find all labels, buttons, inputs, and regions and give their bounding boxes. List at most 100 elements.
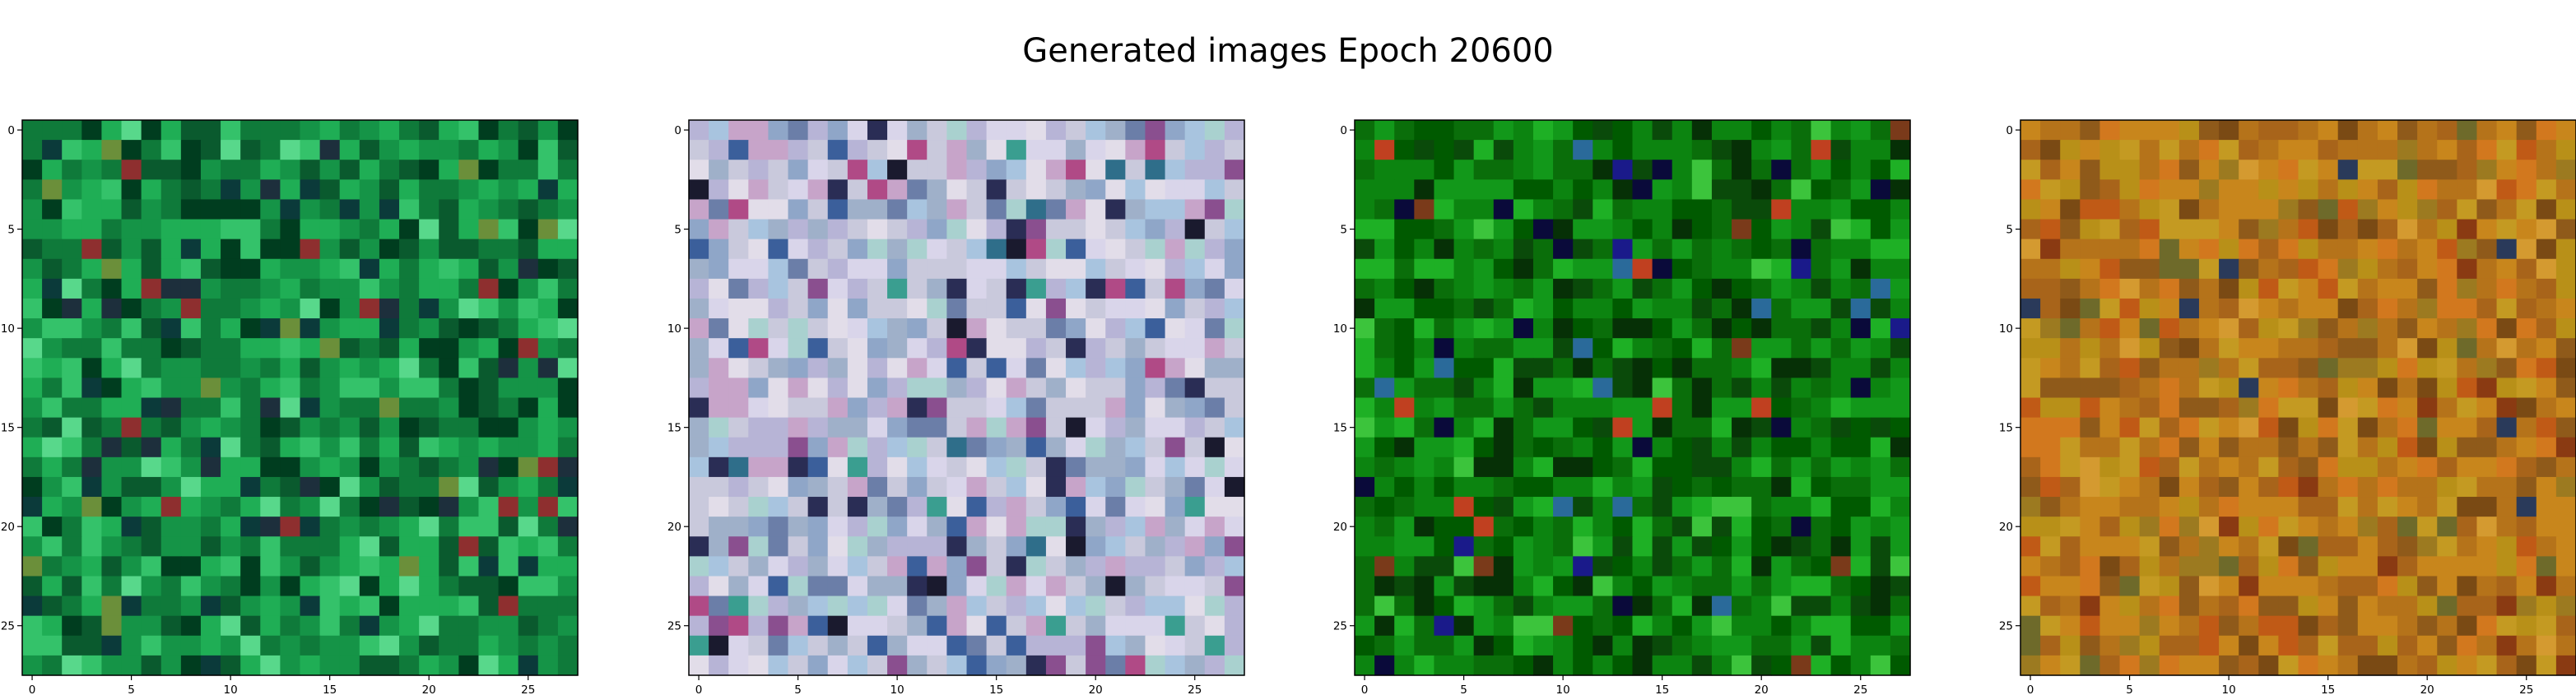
pixel xyxy=(141,219,162,240)
pixel xyxy=(1184,298,1206,319)
pixel xyxy=(2457,358,2478,378)
pixel xyxy=(121,258,142,280)
pixel xyxy=(1394,258,1415,280)
pixel xyxy=(2040,120,2061,141)
pixel xyxy=(2219,219,2239,240)
pixel xyxy=(2337,278,2359,299)
pixel xyxy=(419,456,439,478)
pixel xyxy=(1830,160,1852,180)
y-tick-label: 15 xyxy=(1333,422,1347,435)
pixel xyxy=(2337,517,2359,537)
pixel xyxy=(2377,298,2398,319)
pixel xyxy=(1890,417,1911,438)
pixel xyxy=(2318,635,2339,656)
pixel xyxy=(81,615,103,637)
pixel xyxy=(1086,278,1106,299)
pixel xyxy=(907,219,928,240)
pixel xyxy=(887,517,908,537)
pixel xyxy=(399,615,420,637)
pixel xyxy=(260,358,281,378)
pixel xyxy=(1751,517,1772,537)
y-tick-label: 0 xyxy=(7,124,15,137)
pixel xyxy=(1830,615,1852,637)
x-tick-label: 5 xyxy=(794,683,802,695)
pixel xyxy=(160,258,182,280)
pixel xyxy=(2099,517,2121,537)
pixel xyxy=(498,417,519,438)
pixel xyxy=(2555,338,2576,359)
pixel xyxy=(1830,258,1852,280)
pixel xyxy=(379,120,400,141)
pixel xyxy=(1493,278,1514,299)
pixel xyxy=(827,476,849,498)
pixel xyxy=(498,160,519,180)
pixel xyxy=(1066,338,1086,359)
pixel xyxy=(986,298,1007,319)
pixel xyxy=(1125,140,1146,160)
pixel xyxy=(2278,595,2299,617)
pixel xyxy=(141,517,162,537)
pixel xyxy=(42,417,63,438)
pixel xyxy=(946,278,968,299)
y-tick-label: 5 xyxy=(1340,224,1347,237)
pixel xyxy=(537,556,559,577)
pixel xyxy=(2060,417,2081,438)
pixel xyxy=(399,378,420,399)
pixel xyxy=(1045,140,1067,160)
pixel xyxy=(728,497,749,517)
pixel xyxy=(2318,476,2339,498)
pixel xyxy=(1355,615,1375,637)
pixel xyxy=(2298,179,2319,201)
pixel xyxy=(1453,338,1475,359)
pixel xyxy=(689,576,709,597)
pixel xyxy=(141,635,162,656)
pixel xyxy=(1125,358,1146,378)
pixel xyxy=(2020,199,2041,220)
pixel xyxy=(2258,536,2279,557)
pixel xyxy=(788,298,809,319)
pixel xyxy=(1125,160,1146,180)
pixel xyxy=(1691,595,1713,617)
pixel xyxy=(1890,219,1911,240)
pixel xyxy=(2119,536,2141,557)
pixel xyxy=(768,476,789,498)
pixel xyxy=(260,140,281,160)
pixel xyxy=(280,517,301,537)
pixel xyxy=(1850,239,1872,260)
pixel xyxy=(2516,278,2537,299)
pixel xyxy=(280,140,301,160)
pixel xyxy=(2318,338,2339,359)
pixel xyxy=(2020,437,2041,458)
pixel xyxy=(1145,615,1166,637)
pixel xyxy=(498,655,519,676)
pixel xyxy=(1612,160,1634,180)
pixel xyxy=(2060,576,2081,597)
pixel xyxy=(1453,615,1475,637)
pixel xyxy=(42,140,63,160)
pixel xyxy=(1453,239,1475,260)
pixel xyxy=(986,595,1007,617)
pixel xyxy=(2318,219,2339,240)
pixel xyxy=(827,199,849,220)
pixel xyxy=(160,456,182,478)
pixel xyxy=(160,318,182,339)
pixel xyxy=(1145,338,1166,359)
pixel xyxy=(907,338,928,359)
pixel xyxy=(22,556,43,577)
pixel xyxy=(2239,615,2259,637)
pixel xyxy=(2080,536,2101,557)
pixel xyxy=(1870,476,1891,498)
pixel xyxy=(1473,517,1495,537)
pixel xyxy=(1691,239,1713,260)
pixel xyxy=(2417,536,2438,557)
pixel xyxy=(1553,179,1574,201)
pixel xyxy=(2198,179,2220,201)
pixel xyxy=(180,576,202,597)
pixel xyxy=(748,179,770,201)
pixel xyxy=(966,635,988,656)
pixel xyxy=(557,160,579,180)
pixel xyxy=(2536,456,2557,478)
pixel xyxy=(807,140,829,160)
pixel xyxy=(537,239,559,260)
